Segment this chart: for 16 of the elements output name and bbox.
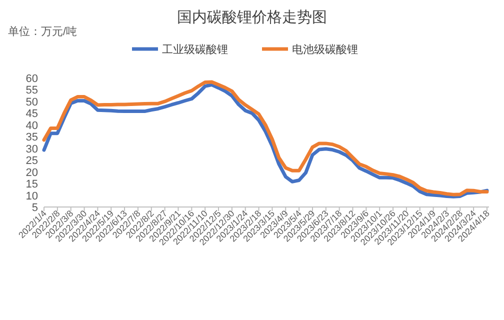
legend-label: 工业级碳酸锂 [162, 43, 228, 56]
legend-label: 电池级碳酸锂 [292, 43, 358, 56]
y-tick-label: 35 [26, 132, 38, 144]
y-tick-label: 40 [26, 120, 38, 132]
y-tick-label: 15 [26, 178, 38, 191]
y-tick-label: 45 [26, 108, 38, 120]
y-tick-label: 55 [26, 84, 38, 97]
text: 单位：万元/吨 [8, 25, 78, 38]
y-tick-label: 20 [26, 166, 38, 179]
y-tick-label: 30 [26, 143, 38, 156]
y-tick-label: 50 [26, 96, 38, 108]
y-tick-label: 10 [26, 190, 38, 202]
chart-title: 国内碳酸锂价格走势图 [177, 9, 327, 26]
y-tick-label: 25 [26, 155, 38, 168]
y-tick-label: 5 [32, 202, 38, 214]
y-tick-label: 60 [26, 73, 38, 85]
